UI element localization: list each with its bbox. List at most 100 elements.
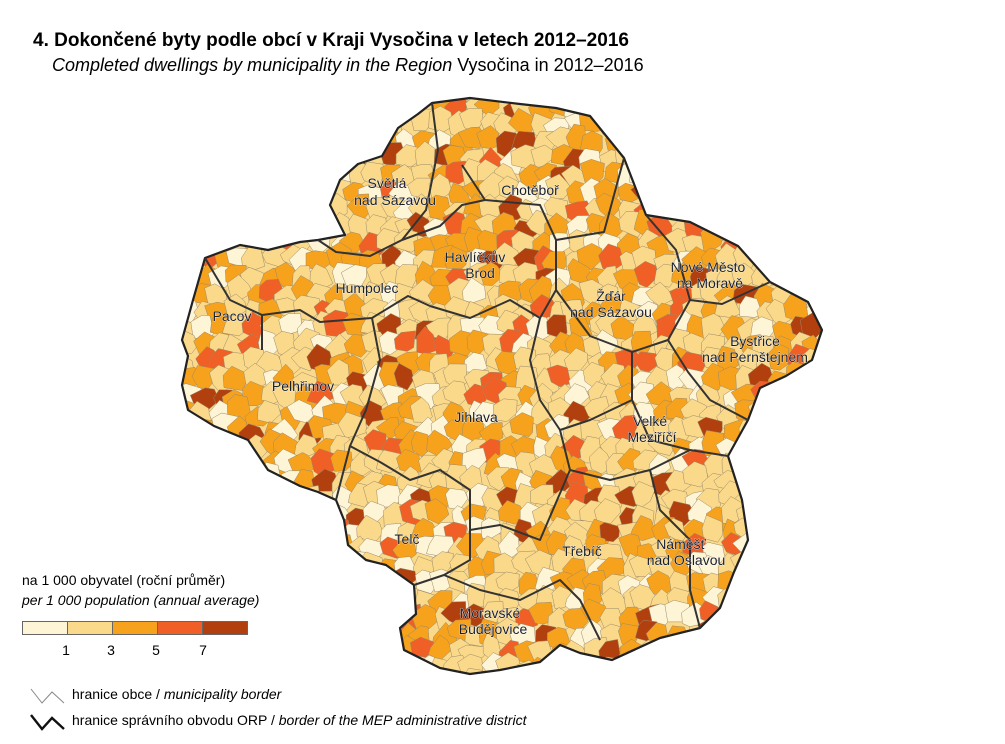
municipality-cell: [746, 455, 773, 479]
municipality-cell: [797, 366, 822, 393]
municipality-cell: [750, 175, 777, 203]
municipality-cell: [329, 590, 351, 616]
municipality-cell: [820, 497, 822, 525]
municipality-cell: [187, 501, 214, 530]
municipality-cell: [806, 501, 822, 526]
municipality-cell: [196, 439, 219, 464]
legend-district-label-italic: border of the MEP administrative distric…: [278, 712, 527, 728]
municipality-cell: [182, 329, 198, 355]
municipality-cell: [182, 484, 195, 510]
municipality-cell: [155, 264, 180, 291]
municipality-cell: [771, 504, 794, 532]
municipality-cell: [747, 621, 775, 649]
municipality-cell: [153, 484, 181, 510]
municipality-cell: [182, 98, 199, 99]
municipality-cell: [599, 656, 622, 674]
municipality-cell: [819, 98, 822, 117]
municipality-cell: [322, 640, 348, 666]
municipality-cell: [279, 639, 306, 664]
orp-border-nove-mesto: [689, 281, 771, 305]
municipality-cell: [765, 515, 788, 546]
municipality-cell: [297, 562, 321, 590]
municipality-cell: [444, 246, 468, 269]
city-label-pelhrimov: Pelhřimov: [272, 378, 334, 394]
municipality-cell: [182, 98, 186, 123]
municipality-cell: [765, 552, 791, 579]
municipality-cell: [802, 129, 822, 159]
municipality-cell: [246, 638, 274, 662]
municipality-cell: [756, 132, 780, 160]
municipality-cell: [786, 195, 811, 223]
municipality-cell: [240, 213, 266, 242]
municipality-cell: [364, 642, 391, 668]
municipality-cell: [762, 208, 788, 236]
municipality-cell: [699, 193, 727, 219]
municipality-cell: [224, 196, 253, 218]
municipality-cell: [287, 505, 313, 529]
municipality-cell: [821, 301, 822, 325]
municipality-cell: [238, 469, 265, 492]
municipality-cell: [806, 593, 822, 619]
municipality-cell: [754, 159, 779, 191]
municipality-cell: [732, 658, 756, 674]
city-label-zdar: Žďár nad Sázavou: [570, 288, 652, 320]
municipality-cell: [225, 530, 248, 561]
municipality-cell: [801, 98, 822, 118]
municipality-cell: [738, 295, 763, 318]
municipality-cell: [818, 400, 822, 425]
municipality-cell: [290, 517, 317, 544]
municipality-cell: [788, 588, 813, 616]
municipality-cell: [718, 652, 744, 674]
municipality-cell: [732, 177, 757, 203]
municipality-cell: [783, 446, 810, 476]
municipality-cell: [791, 416, 813, 445]
municipality-cell: [322, 656, 348, 674]
municipality-cell: [817, 163, 822, 192]
municipality-cell: [784, 244, 806, 270]
municipality-cell: [359, 98, 384, 116]
municipality-cell: [584, 98, 607, 102]
municipality-cell: [347, 636, 372, 663]
municipality-cell: [687, 192, 712, 219]
orp-border-telc: [413, 530, 471, 586]
municipality-cell: [399, 98, 424, 104]
municipality-cell: [222, 502, 250, 527]
municipality-cell: [732, 98, 761, 119]
municipality-cell: [328, 620, 357, 651]
municipality-cell: [781, 268, 812, 291]
municipality-cell: [260, 607, 288, 636]
municipality-cell: [666, 641, 693, 664]
municipality-cell: [194, 126, 220, 152]
municipality-cell: [182, 180, 186, 208]
municipality-cell: [752, 484, 778, 512]
municipality-cell: [565, 670, 591, 674]
municipality-cell: [699, 124, 726, 155]
municipality-cell: [823, 370, 844, 396]
municipality-cell: [688, 113, 713, 135]
municipality-cell: [583, 98, 611, 116]
municipality-cell: [311, 159, 332, 187]
municipality-cell: [772, 234, 798, 261]
municipality-cell: [260, 98, 290, 105]
municipality-cell: [766, 132, 789, 157]
legend-swatch-4: [157, 621, 203, 635]
municipality-cell: [775, 158, 799, 183]
municipality-cell: [770, 633, 797, 658]
municipality-cell: [785, 109, 807, 137]
municipality-cell: [757, 233, 780, 260]
municipality-cell: [258, 143, 282, 168]
municipality-cell: [684, 180, 716, 208]
orp-border-jihlava-west: [349, 445, 471, 530]
municipality-cell: [820, 386, 822, 413]
municipality-cell: [764, 249, 794, 273]
municipality-cell: [362, 113, 391, 140]
municipality-cell: [182, 537, 200, 565]
municipality-cell: [365, 676, 393, 699]
municipality-cell: [182, 265, 200, 290]
municipality-cell: [749, 670, 775, 674]
municipality-cell: [227, 216, 254, 245]
municipality-cell: [808, 284, 822, 311]
municipality-cell: [817, 655, 822, 674]
municipality-cell: [309, 112, 331, 138]
municipality-cell: [373, 572, 402, 594]
